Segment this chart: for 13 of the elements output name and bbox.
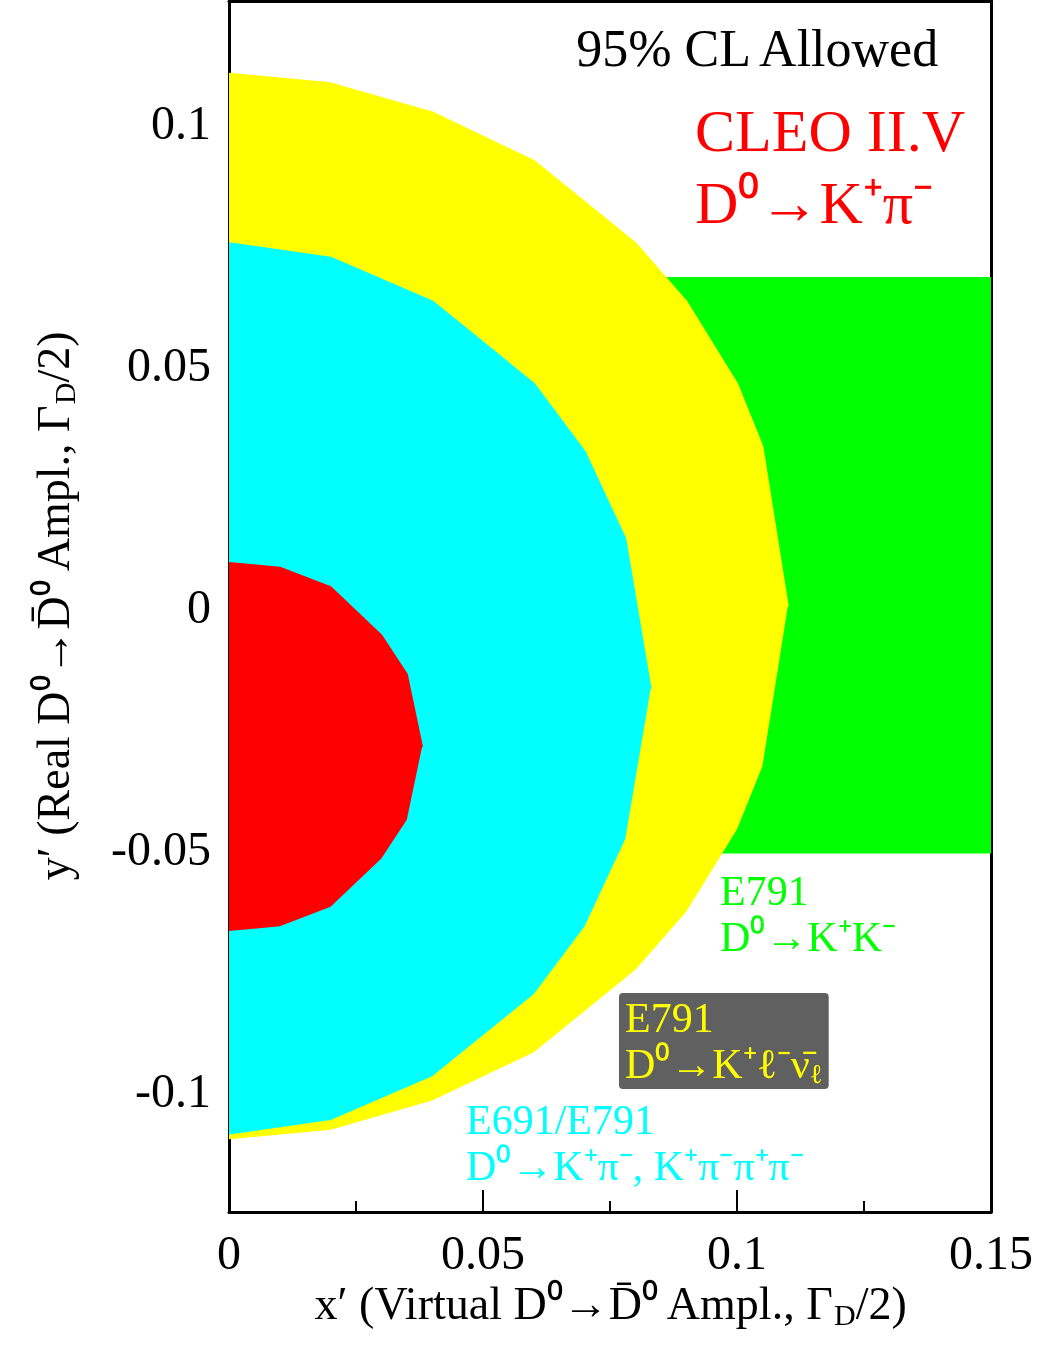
y-tick-label: -0.05 xyxy=(111,822,211,876)
text: E691/E791 D⁰→K⁺π⁻, K⁺π⁻π⁺π⁻ xyxy=(466,1097,804,1189)
chart-title: 95% CL Allowed xyxy=(576,19,939,77)
x-tick-label: 0.1 xyxy=(707,1225,767,1279)
band-label: E791 D⁰→K⁺K⁻ xyxy=(720,868,896,960)
y-tick-label: 0.1 xyxy=(151,95,211,149)
y-axis-title: y′ (Real D⁰→D̄⁰ Ampl., ΓD/2) xyxy=(28,331,81,881)
y-tick-label: -0.1 xyxy=(135,1064,211,1118)
x-tick-label: 0.15 xyxy=(949,1225,1033,1279)
x-tick-label: 0.05 xyxy=(441,1225,525,1279)
text: CLEO II.V D⁰→K⁺π⁻ xyxy=(695,98,966,236)
y-tick-label: 0 xyxy=(187,580,211,633)
y-tick-label: 0.05 xyxy=(127,337,211,391)
